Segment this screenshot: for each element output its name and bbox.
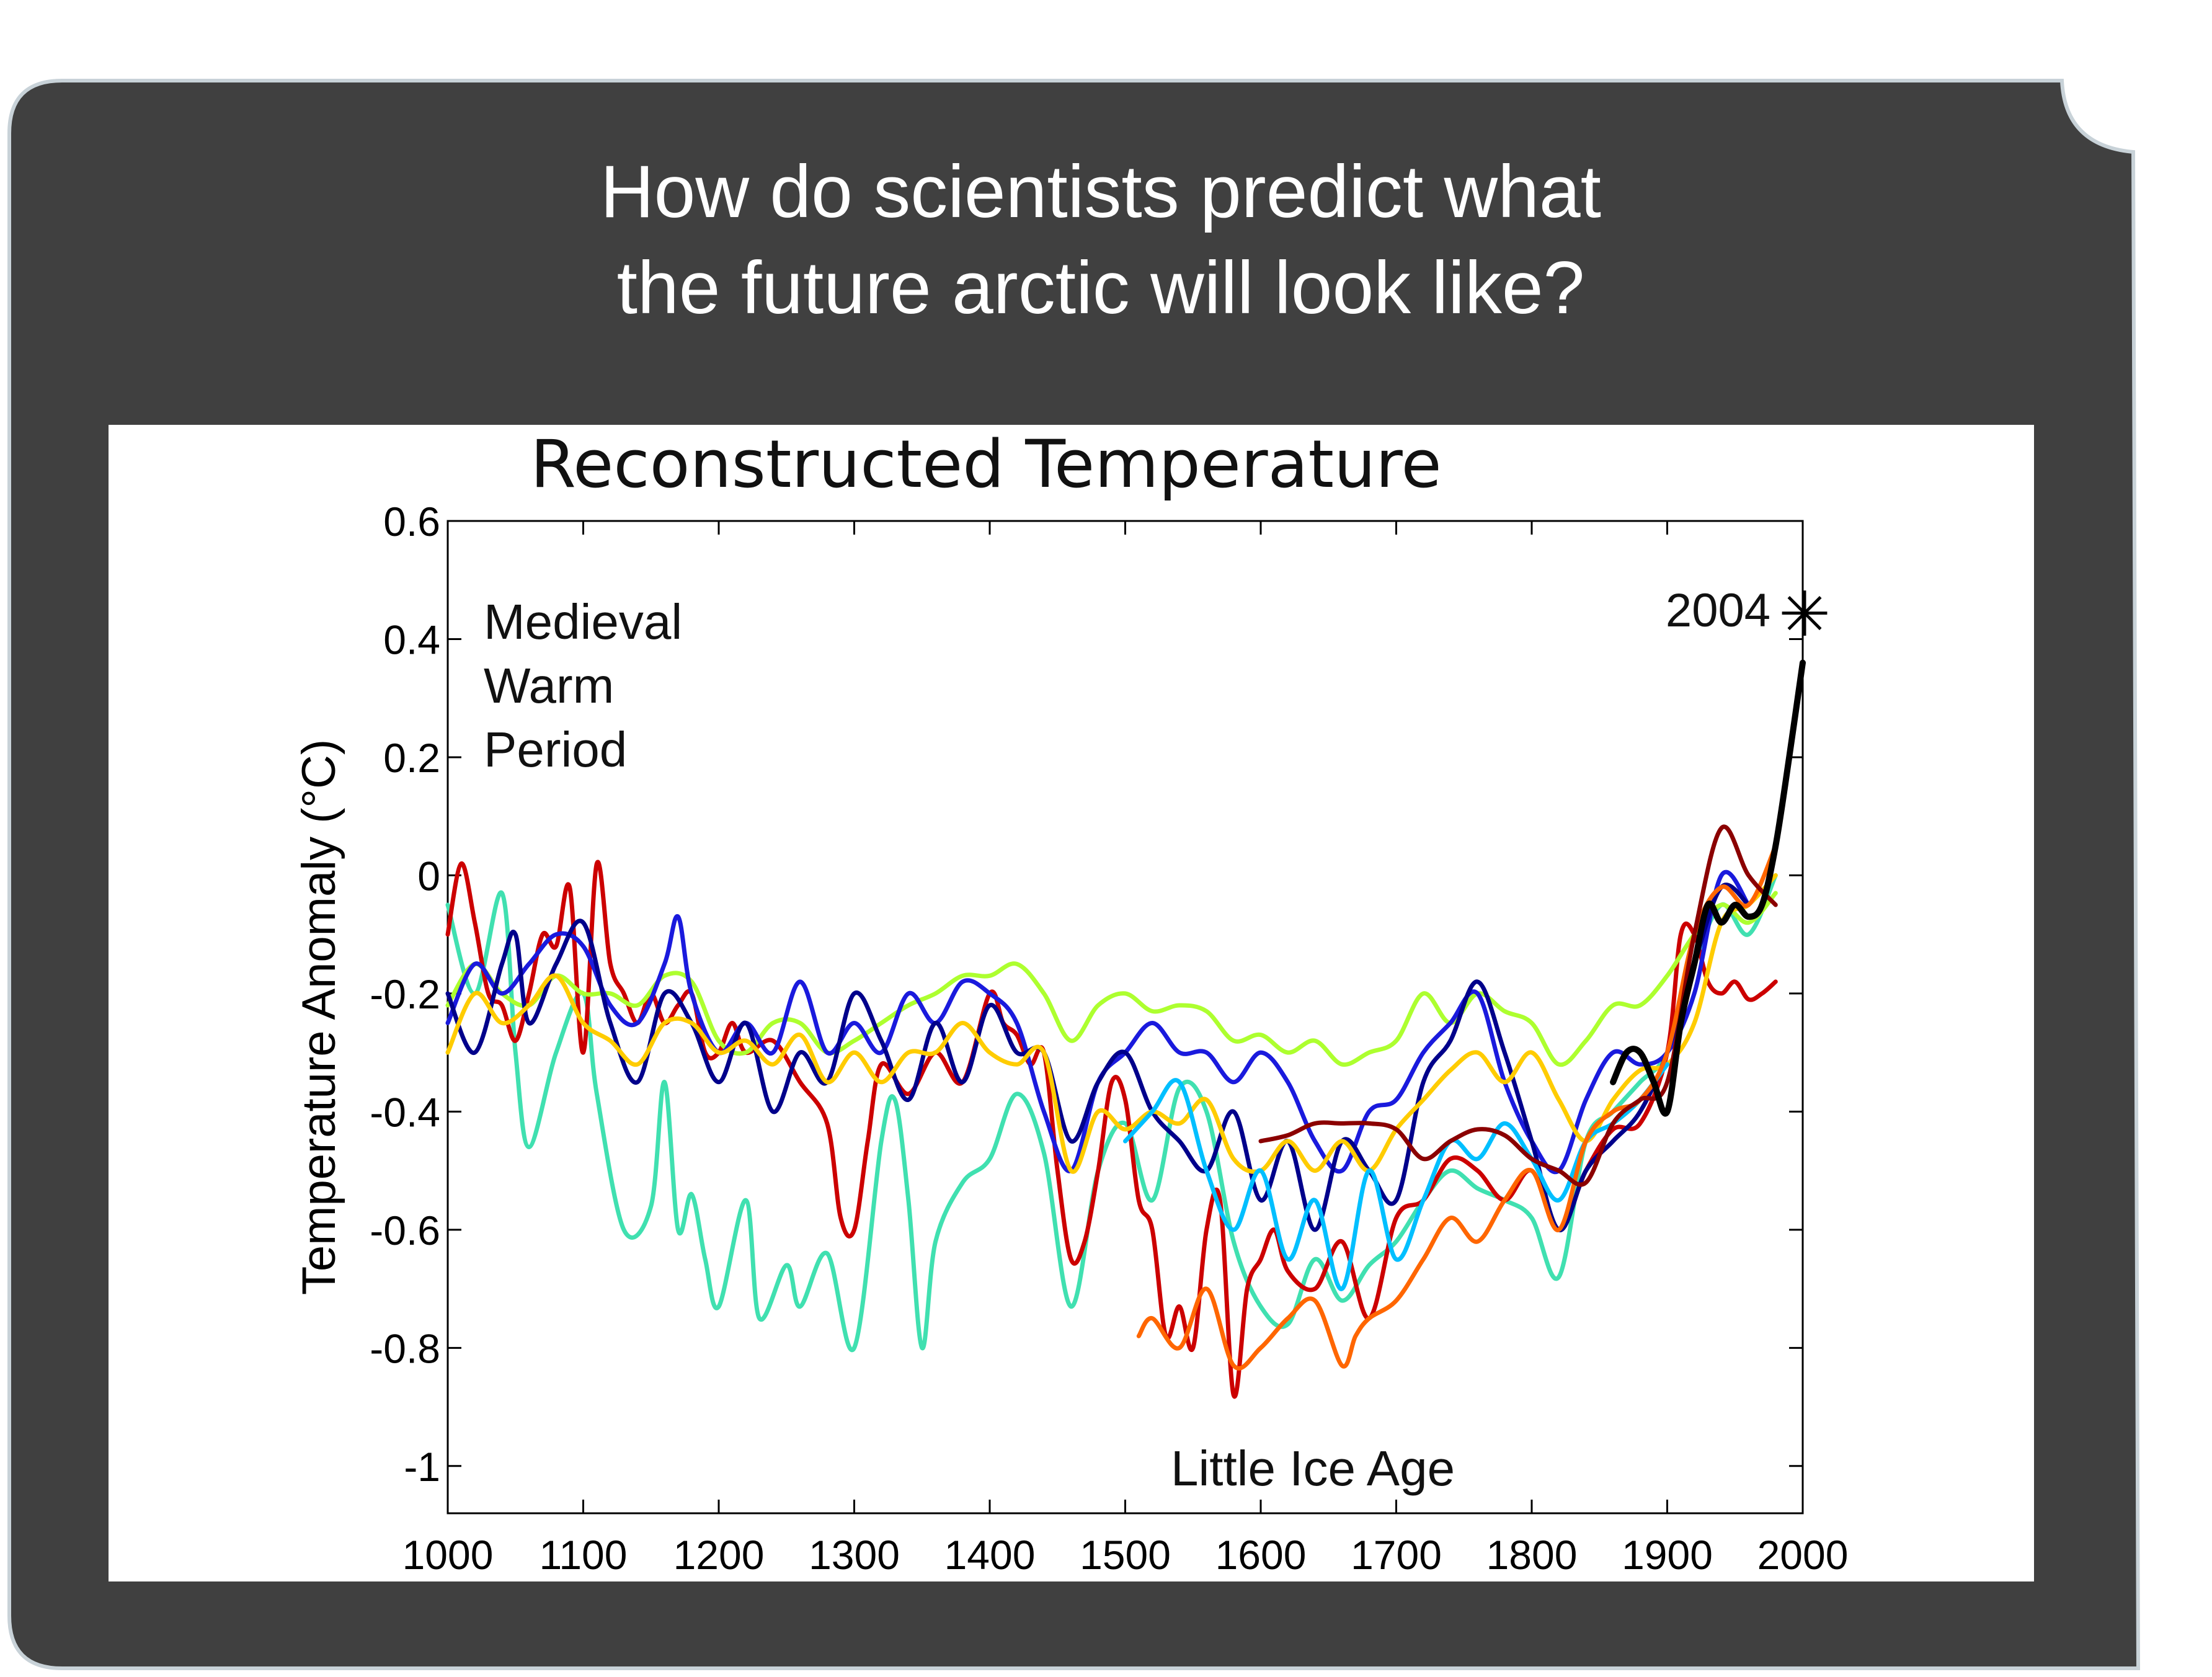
chart-panel <box>109 425 2034 1581</box>
x-tick-label: 1400 <box>944 1532 1036 1578</box>
medieval-label-line3: Period <box>484 722 627 777</box>
y-tick-label: 0.4 <box>383 616 440 662</box>
x-tick-label: 1300 <box>809 1532 900 1578</box>
slide-title-line1: How do scientists predict what <box>600 150 1601 233</box>
year-2004-marker-icon: ✳ <box>1779 578 1831 651</box>
series-line-8 <box>1136 843 1778 1371</box>
x-tick-labels: 1000 1100 1200 1300 1400 1500 1600 1700 1800 1900… <box>402 1532 1849 1578</box>
series-line-10 <box>1610 659 1806 1117</box>
x-tick-label: 1200 <box>673 1532 765 1578</box>
series-line-9 <box>1258 824 1778 1187</box>
y-tick-label: -0.6 <box>370 1208 440 1253</box>
x-tick-label: 1900 <box>1622 1532 1713 1578</box>
y-axis-label: Temperature Anomaly (°C) <box>293 739 345 1295</box>
little-ice-age-label: Little Ice Age <box>1171 1441 1455 1496</box>
series-line-3 <box>445 891 1778 1067</box>
y-tick-label: 0 <box>417 853 440 899</box>
y-tick-label: -0.8 <box>370 1325 440 1371</box>
medieval-label-line1: Medieval <box>484 594 682 649</box>
medieval-label-line2: Warm <box>484 658 614 713</box>
x-tick-label: 2000 <box>1757 1532 1849 1578</box>
chart-title: Reconstructed Temperature <box>530 426 1441 502</box>
slide-title-line2: the future arctic will look like? <box>617 246 1585 329</box>
x-tick-label: 1700 <box>1351 1532 1442 1578</box>
x-tick-label: 1000 <box>402 1532 494 1578</box>
series-line-5 <box>445 883 1751 1232</box>
y-tick-label: -1 <box>404 1444 440 1490</box>
y-tick-label: -0.2 <box>370 971 440 1017</box>
y-tick-label: 0.6 <box>383 499 440 545</box>
x-tick-label: 1600 <box>1215 1532 1307 1578</box>
x-tick-label: 1500 <box>1080 1532 1171 1578</box>
series-line-7 <box>1123 1062 1669 1291</box>
series-lines <box>445 659 1806 1399</box>
y-tick-label: 0.2 <box>383 735 440 781</box>
series-line-6 <box>445 873 1778 1174</box>
year-2004-label: 2004 <box>1666 584 1770 637</box>
y-tick-label: -0.4 <box>370 1089 440 1135</box>
y-tick-labels: 0.6 0.4 0.2 0 -0.2 -0.4 -0.6 -0.8 -1 <box>370 499 440 1490</box>
x-tick-label: 1100 <box>540 1532 628 1578</box>
x-tick-label: 1800 <box>1486 1532 1578 1578</box>
